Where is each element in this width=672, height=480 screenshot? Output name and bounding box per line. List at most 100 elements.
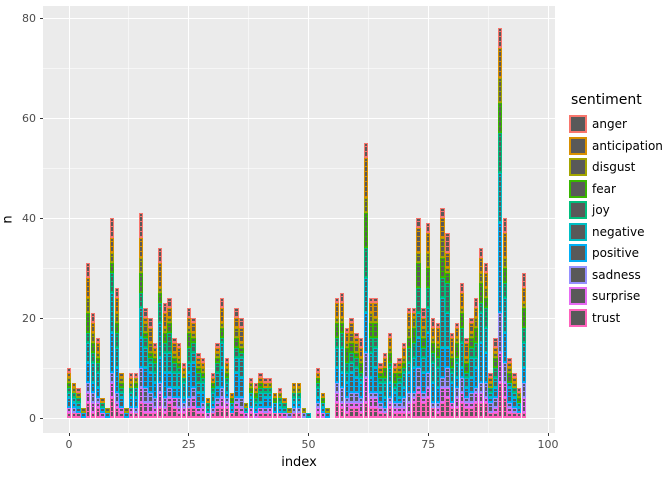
bar-segment-sadness (162, 398, 167, 408)
bar-segment-joy (483, 308, 488, 328)
bar-segment-sadness (239, 398, 244, 408)
bar-segment-positive (191, 363, 196, 388)
bar-segment-surprise (85, 393, 91, 403)
legend-key-swatch-joy (569, 201, 587, 219)
bar-segment-anticipation (483, 273, 488, 288)
bar-segment-disgust (66, 378, 72, 383)
bar-segment-anticipation (335, 303, 340, 318)
bar-segment-trust (378, 413, 383, 418)
y-tick-label: 60 (22, 111, 36, 125)
x-tick-mark (68, 433, 70, 436)
bar-segment-joy (143, 338, 148, 348)
bar-segment-negative (282, 408, 287, 413)
bar-segment-fear (349, 343, 354, 353)
legend-key-swatch-anticipation (569, 136, 587, 155)
bar-segment-negative (392, 388, 397, 393)
bar-segment-negative (373, 348, 378, 368)
bar-segment-anticipation (430, 328, 436, 338)
bar-segment-anticipation (282, 398, 287, 403)
bar-segment-surprise (464, 403, 469, 408)
bar-segment-sadness (512, 408, 517, 413)
bar-segment-negative (258, 393, 263, 403)
bar-segment-fear (253, 393, 258, 398)
bar-segment-negative (162, 353, 167, 373)
bar-segment-anticipation (220, 308, 225, 323)
y-tick-mark (40, 117, 43, 119)
bar-segment-surprise (148, 403, 153, 413)
bar-segment-positive (469, 378, 474, 393)
bar-segment-anger (153, 343, 158, 348)
bar-segment-disgust (483, 288, 488, 298)
bar-segment-negative (95, 373, 100, 388)
bar-segment-anticipation (157, 263, 163, 288)
bar-segment-anticipation (392, 368, 397, 373)
bar-segment-anticipation (239, 328, 244, 343)
bar-segment-joy (282, 403, 287, 408)
bar-segment-sadness (382, 408, 388, 413)
bar-segment-negative (215, 373, 220, 388)
bar-segment-positive (464, 388, 469, 398)
bar-segment-joy (368, 338, 373, 353)
bar-segment-anger (239, 318, 244, 328)
bar-segment-trust (90, 413, 96, 418)
bar-segment-anger (114, 288, 120, 298)
bar-segment-sadness (373, 393, 378, 398)
bar-segment-negative (426, 308, 431, 333)
bar-segment-positive (373, 368, 378, 393)
bar-segment-positive (196, 393, 201, 408)
legend-label: joy (592, 203, 610, 217)
bar-segment-negative (157, 323, 163, 358)
bar-segment-surprise (220, 398, 225, 408)
bar-segment-disgust (157, 288, 163, 293)
bar-segment-positive (143, 368, 148, 388)
y-tick-label: 0 (29, 411, 36, 425)
bar-segment-anger (258, 373, 263, 378)
bar-segment-fear (493, 358, 498, 368)
bar-segment-anger (517, 388, 522, 393)
bar-segment-positive (320, 408, 326, 413)
bar-segment-fear (378, 373, 383, 378)
bar-segment-positive (119, 398, 124, 408)
bar-segment-negative (210, 393, 215, 403)
bar-segment-disgust (133, 378, 139, 383)
bar-segment-negative (109, 293, 115, 333)
bar-segment-anger (473, 298, 479, 308)
bar-segment-anticipation (512, 378, 517, 383)
bar-segment-joy (435, 358, 441, 368)
bar-segment-trust (239, 413, 244, 418)
bar-segment-anticipation (234, 318, 239, 328)
bar-segment-disgust (176, 358, 182, 363)
legend-label: anger (592, 117, 627, 131)
bar-segment-sadness (287, 413, 292, 418)
bar-segment-disgust (507, 368, 512, 373)
bar-segment-surprise (507, 408, 512, 413)
bar-segment-trust (416, 393, 421, 418)
bar-segment-positive (363, 313, 369, 353)
bar-segment-joy (430, 353, 436, 363)
bar-segment-joy (459, 328, 464, 343)
bar-segment-sadness (109, 373, 115, 383)
bar-segment-sadness (210, 408, 215, 413)
bar-segment-trust (349, 408, 354, 418)
bar-segment-trust (435, 413, 441, 418)
bar-segment-positive (167, 373, 172, 388)
bar-segment-sadness (478, 383, 484, 393)
y-major-gridline (43, 417, 555, 419)
bar-segment-joy (253, 398, 258, 403)
bar-segment-fear (421, 338, 426, 348)
bar-segment-negative (71, 398, 76, 403)
bar-segment-trust (450, 408, 455, 418)
bar-segment-disgust (220, 323, 225, 328)
bar-segment-fear (473, 328, 479, 343)
bar-segment-positive (239, 378, 244, 398)
bar-segment-joy (176, 368, 182, 373)
bar-segment-surprise (224, 403, 230, 408)
bar-segment-anticipation (119, 373, 124, 378)
y-axis-title: n (0, 215, 16, 224)
bar-segment-positive (138, 338, 144, 368)
bar-segment-surprise (421, 398, 426, 403)
bar-segment-fear (411, 328, 417, 343)
bar-segment-surprise (267, 408, 273, 413)
bar-segment-trust (133, 413, 139, 418)
